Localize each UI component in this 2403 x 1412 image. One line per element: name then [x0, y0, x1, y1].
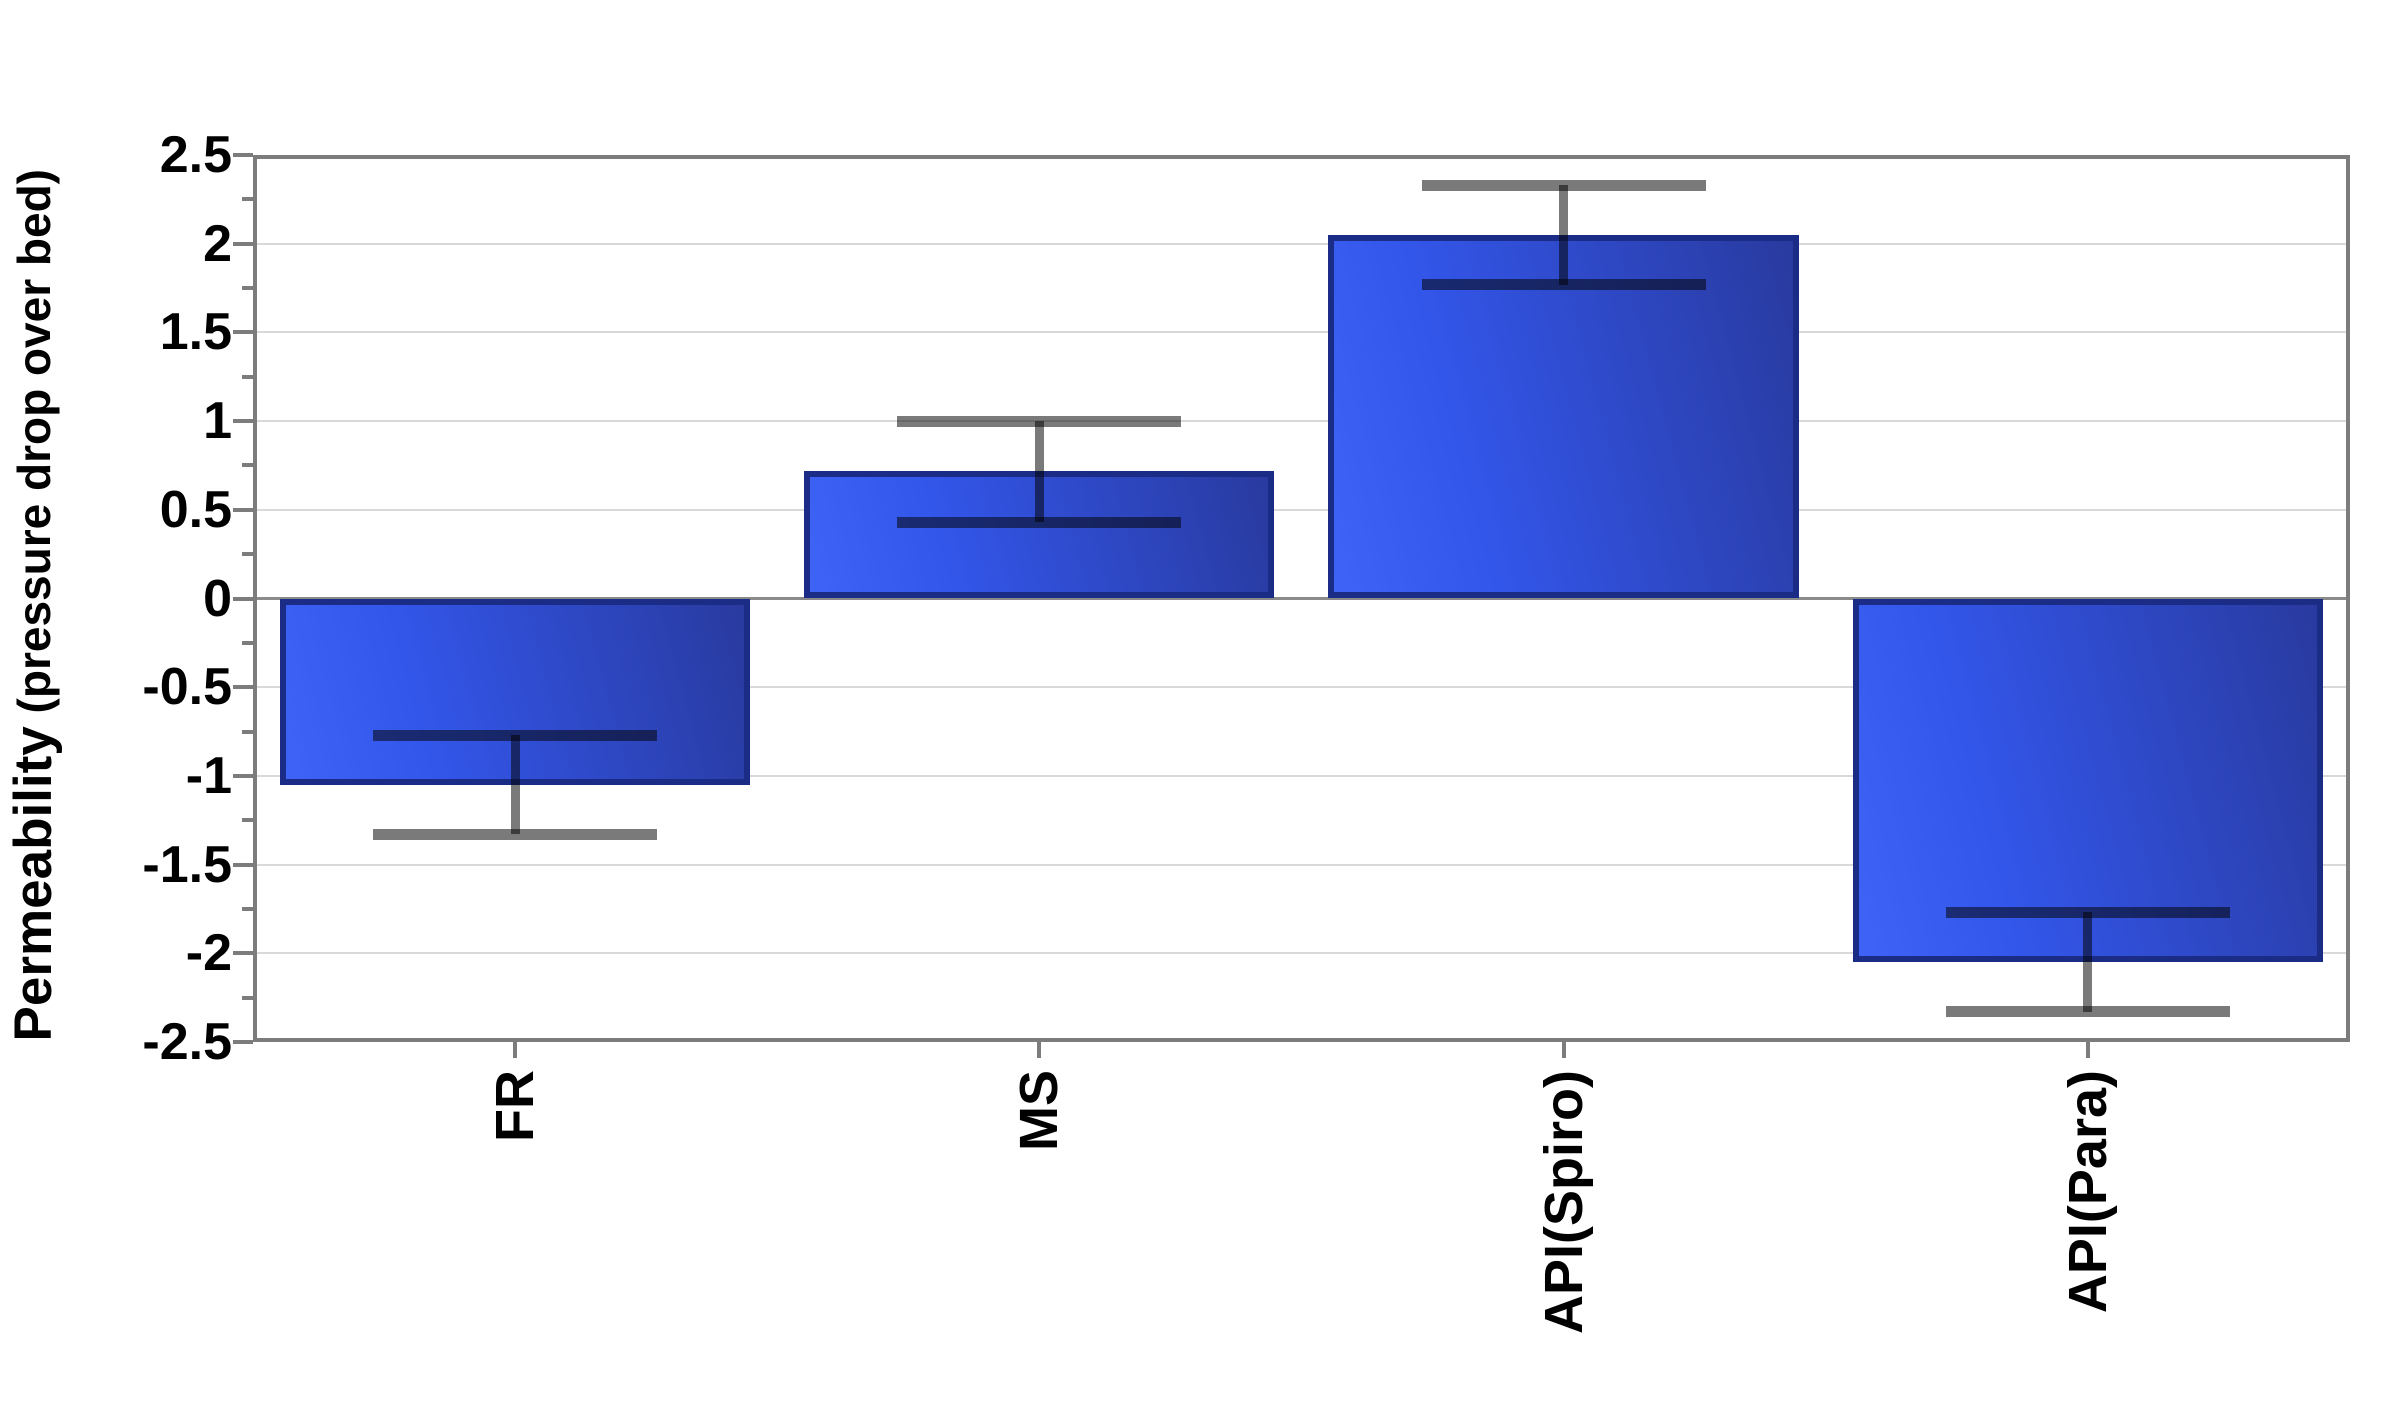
y-tick-label: 2.5 [159, 126, 232, 184]
error-bar-stem [1559, 185, 1569, 285]
gridline [257, 420, 2346, 423]
gridline [257, 952, 2346, 955]
error-bar-stem [1034, 421, 1044, 523]
y-tick [233, 862, 253, 867]
y-tick-label: -1 [185, 746, 232, 805]
gridline [257, 331, 2346, 334]
x-category-label-MS: MS [1009, 1070, 1070, 1151]
y-minor-tick [242, 286, 253, 291]
bar-API(Para) [1852, 598, 2323, 963]
y-tick-label: 1 [203, 392, 232, 451]
y-minor-tick [242, 906, 253, 911]
y-tick-label: 0 [203, 569, 232, 628]
x-tick [1037, 1042, 1042, 1058]
error-bar-stem [2083, 912, 2093, 1012]
x-tick [2085, 1042, 2090, 1058]
y-minor-tick [242, 552, 253, 557]
error-bar-cap-lower [1945, 1006, 2230, 1018]
y-tick [233, 507, 253, 512]
bar-MS [804, 470, 1275, 599]
x-category-label-API(Para): API(Para) [2057, 1070, 2118, 1314]
y-tick-label: -2 [185, 924, 232, 983]
gridline [257, 686, 2346, 689]
y-tick [233, 951, 253, 956]
y-minor-tick [242, 729, 253, 734]
error-bar-cap-lower [1421, 279, 1706, 290]
y-tick [233, 330, 253, 335]
gridline [257, 242, 2346, 245]
x-tick [1561, 1042, 1566, 1058]
y-tick-label: -1.5 [142, 835, 232, 894]
error-bar-cap-upper [897, 415, 1182, 427]
y-tick-label: -2.5 [142, 1013, 232, 1071]
y-minor-tick [242, 640, 253, 645]
y-tick [233, 1040, 253, 1044]
plot-area [253, 155, 2350, 1042]
y-tick [233, 153, 253, 157]
y-tick [233, 685, 253, 690]
error-bar-cap-upper [1945, 906, 2230, 918]
y-tick-label: -0.5 [142, 658, 232, 717]
y-tick-label: 0.5 [159, 480, 232, 539]
y-minor-tick [242, 818, 253, 823]
zero-line [257, 597, 2346, 600]
y-minor-tick [242, 995, 253, 1000]
y-tick [233, 419, 253, 424]
gridline [257, 774, 2346, 777]
gridline [257, 863, 2346, 866]
y-minor-tick [242, 463, 253, 468]
y-tick-label: 1.5 [159, 303, 232, 362]
y-tick [233, 773, 253, 778]
x-tick [513, 1042, 518, 1058]
error-bar-stem [510, 735, 520, 835]
error-bar-cap-upper [373, 729, 658, 741]
y-minor-tick [242, 374, 253, 379]
x-category-label-FR: FR [485, 1070, 546, 1142]
y-tick [233, 241, 253, 246]
gridline [257, 508, 2346, 511]
error-bar-cap-lower [373, 828, 658, 840]
y-minor-tick [242, 197, 253, 202]
error-bar-cap-lower [897, 516, 1182, 528]
x-category-label-API(Spiro): API(Spiro) [1533, 1070, 1594, 1334]
y-tick-label: 2 [203, 214, 232, 273]
y-tick [233, 596, 253, 601]
error-bar-cap-upper [1421, 179, 1706, 191]
